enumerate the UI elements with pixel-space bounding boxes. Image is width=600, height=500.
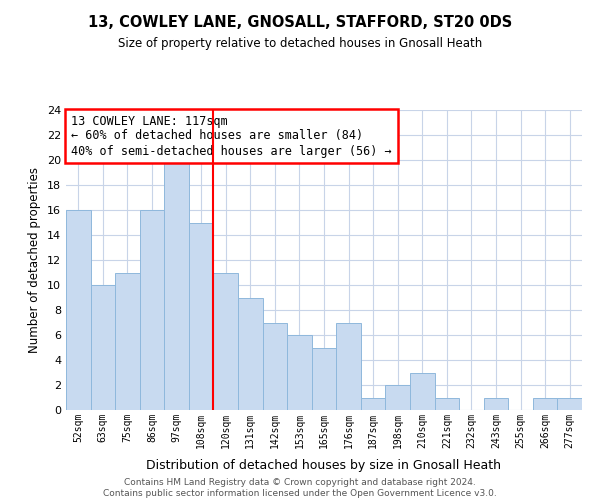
Text: Size of property relative to detached houses in Gnosall Heath: Size of property relative to detached ho… [118, 38, 482, 51]
Bar [214, 272, 238, 410]
Bar [361, 398, 385, 410]
Bar [115, 272, 140, 410]
Bar [238, 298, 263, 410]
Text: 13 COWLEY LANE: 117sqm
← 60% of detached houses are smaller (84)
40% of semi-det: 13 COWLEY LANE: 117sqm ← 60% of detached… [71, 114, 392, 158]
Y-axis label: Number of detached properties: Number of detached properties [28, 167, 41, 353]
Bar [410, 372, 434, 410]
Bar [533, 398, 557, 410]
Bar [66, 210, 91, 410]
Bar [91, 285, 115, 410]
Bar [385, 385, 410, 410]
Bar [312, 348, 336, 410]
Bar [484, 398, 508, 410]
X-axis label: Distribution of detached houses by size in Gnosall Heath: Distribution of detached houses by size … [146, 459, 502, 472]
Bar [434, 398, 459, 410]
Bar [287, 335, 312, 410]
Bar [189, 222, 214, 410]
Bar [140, 210, 164, 410]
Bar [336, 322, 361, 410]
Text: Contains HM Land Registry data © Crown copyright and database right 2024.
Contai: Contains HM Land Registry data © Crown c… [103, 478, 497, 498]
Text: 13, COWLEY LANE, GNOSALL, STAFFORD, ST20 0DS: 13, COWLEY LANE, GNOSALL, STAFFORD, ST20… [88, 15, 512, 30]
Bar [263, 322, 287, 410]
Bar [164, 160, 189, 410]
Bar [557, 398, 582, 410]
